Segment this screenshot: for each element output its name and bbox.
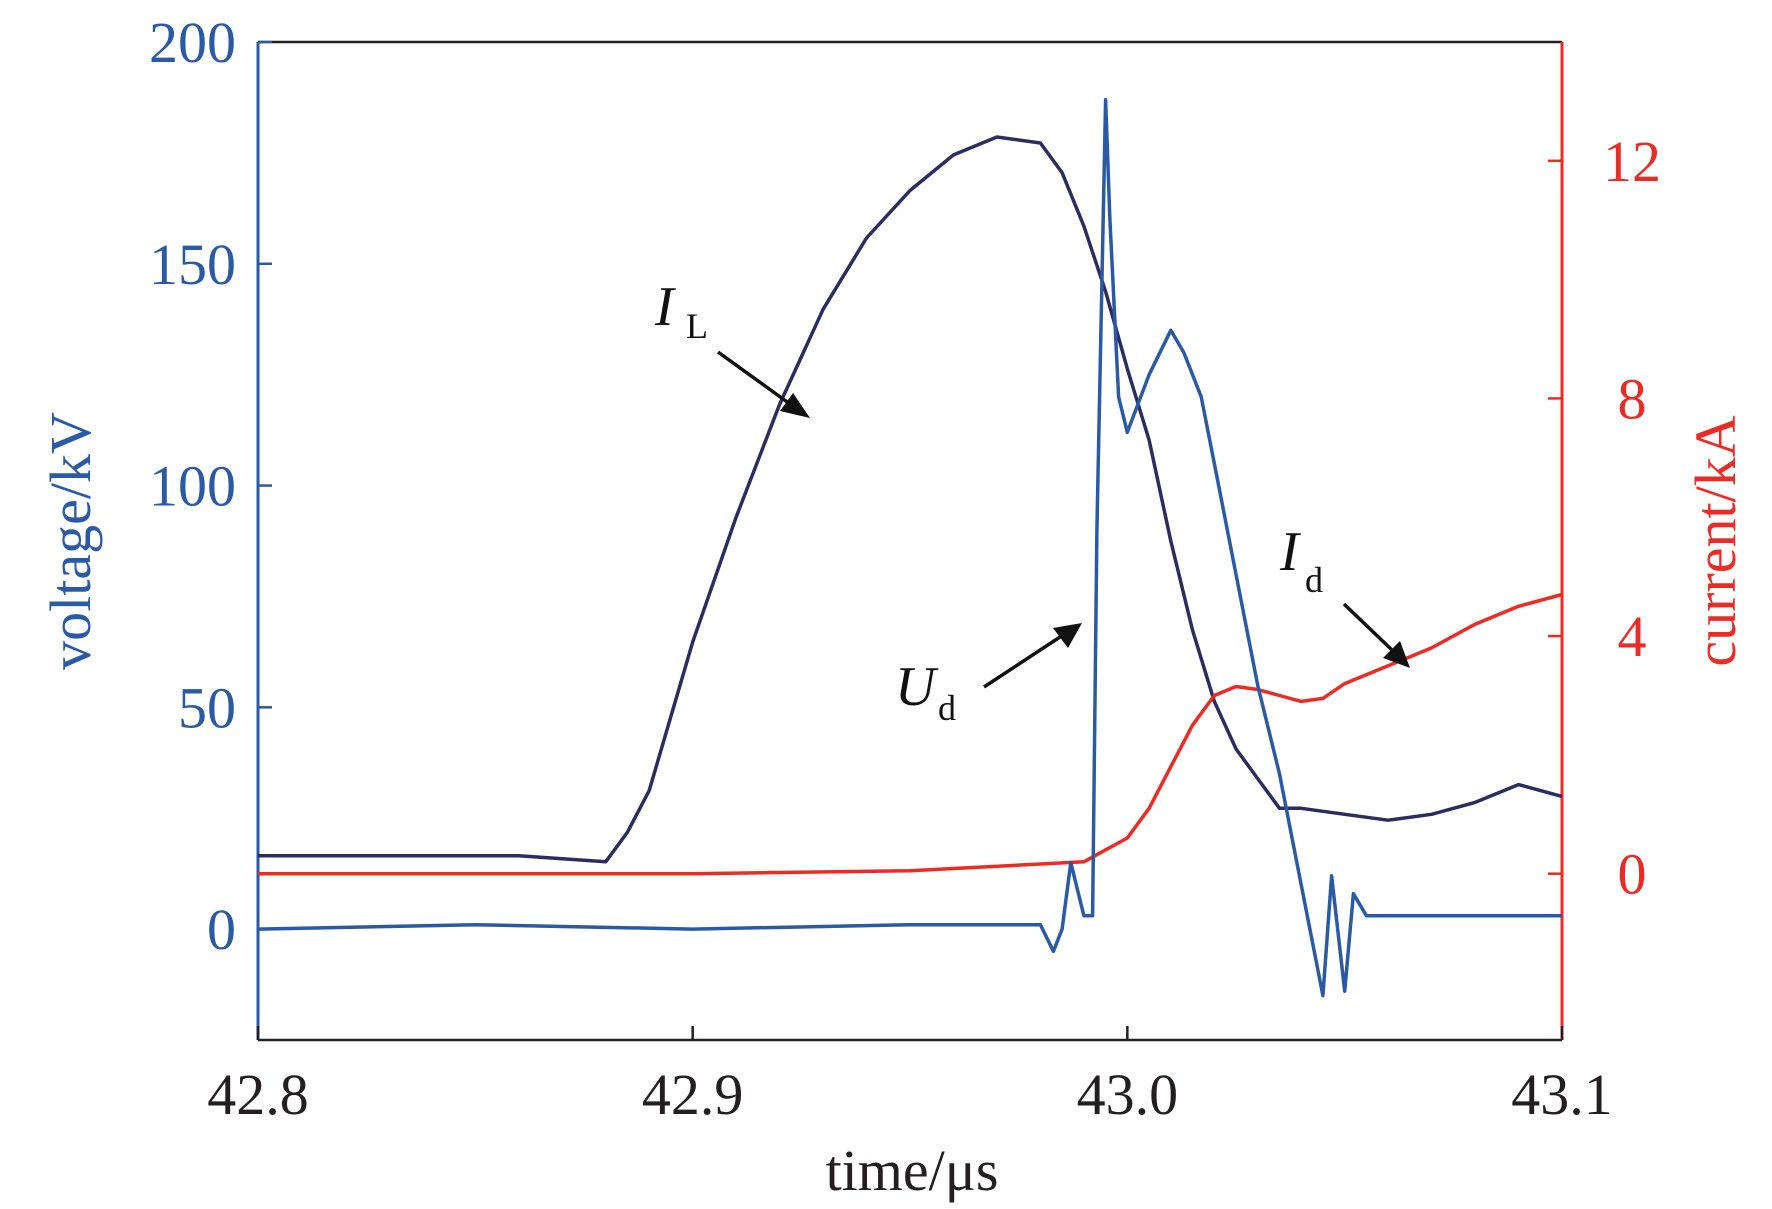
- annotation-il: I L: [654, 276, 810, 418]
- series-line-id: [258, 592, 1563, 876]
- x-tick-label: 42.9: [642, 1062, 744, 1127]
- x-axis-title: time/μs: [826, 1138, 999, 1203]
- annotation-il-subscript: L: [686, 306, 708, 346]
- y-right-tick-label: 0: [1618, 842, 1647, 907]
- annotation-il-label: I: [654, 276, 676, 338]
- annotation-ud-subscript: d: [938, 688, 956, 728]
- annotation-ud-arrow-shaft: [983, 635, 1061, 689]
- x-tick-label: 42.8: [207, 1062, 309, 1127]
- annotation-id-subscript: d: [1305, 560, 1323, 600]
- annotation-il-arrow-shaft: [716, 350, 792, 406]
- annotation-id-arrow-head: [1383, 641, 1410, 668]
- y-right-tick-label: 8: [1618, 366, 1647, 431]
- y-left-tick-label: 150: [149, 232, 236, 297]
- annotation-ud: U d: [895, 623, 1082, 728]
- series-line-il: [258, 135, 1563, 864]
- y-right-tick-label: 4: [1618, 604, 1647, 669]
- y-right-axis-ticks: 0 4 8 12: [1548, 129, 1661, 907]
- annotation-il-arrow-head: [780, 393, 810, 418]
- y-left-tick-label: 100: [149, 454, 236, 519]
- x-axis-ticks: 42.8 42.9 43.0 43.1: [207, 1026, 1613, 1127]
- x-tick-label: 43.0: [1077, 1062, 1179, 1127]
- y-left-tick-label: 0: [207, 897, 236, 962]
- y-right-axis-title: current/kA: [1683, 415, 1748, 666]
- annotation-id-label: I: [1279, 521, 1301, 583]
- y-right-tick-label: 12: [1603, 129, 1661, 194]
- annotation-id-arrow-shaft: [1342, 602, 1394, 652]
- y-left-axis-title: voltage/kV: [38, 412, 103, 670]
- annotation-ud-arrow-head: [1053, 623, 1082, 648]
- series-line-ud: [257, 97, 1562, 998]
- y-left-axis-ticks: 0 50 100 150 200: [149, 10, 272, 962]
- x-tick-label: 43.1: [1511, 1062, 1613, 1127]
- annotation-id: I d: [1279, 521, 1410, 668]
- y-left-tick-label: 200: [149, 10, 236, 75]
- y-left-tick-label: 50: [178, 675, 236, 740]
- annotation-ud-label: U: [895, 656, 939, 718]
